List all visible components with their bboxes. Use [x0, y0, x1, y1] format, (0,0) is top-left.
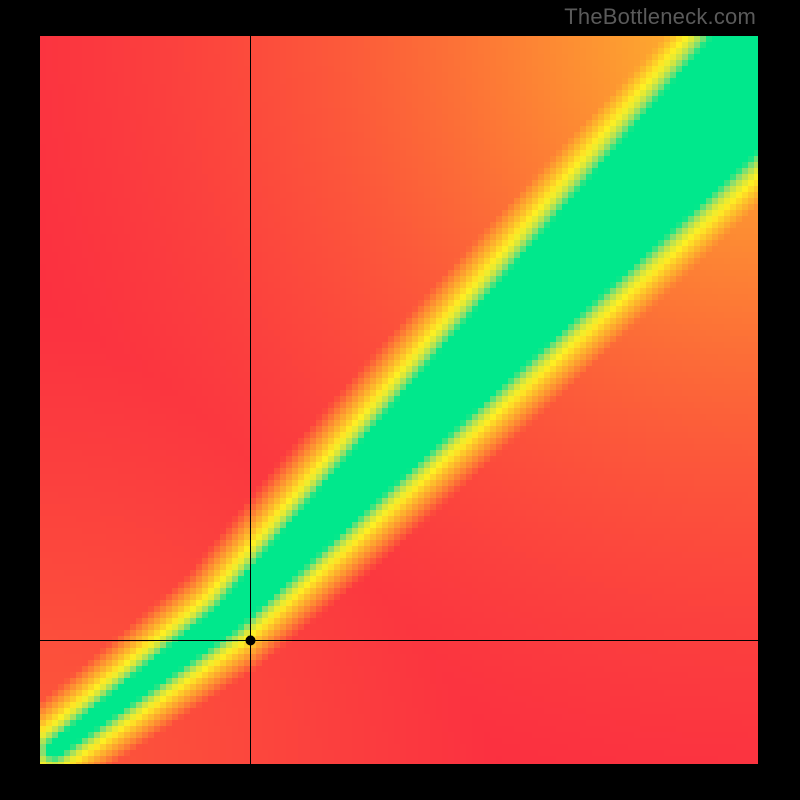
chart-container: TheBottleneck.com [0, 0, 800, 800]
bottleneck-heatmap [40, 36, 758, 764]
watermark-text: TheBottleneck.com [564, 4, 756, 30]
